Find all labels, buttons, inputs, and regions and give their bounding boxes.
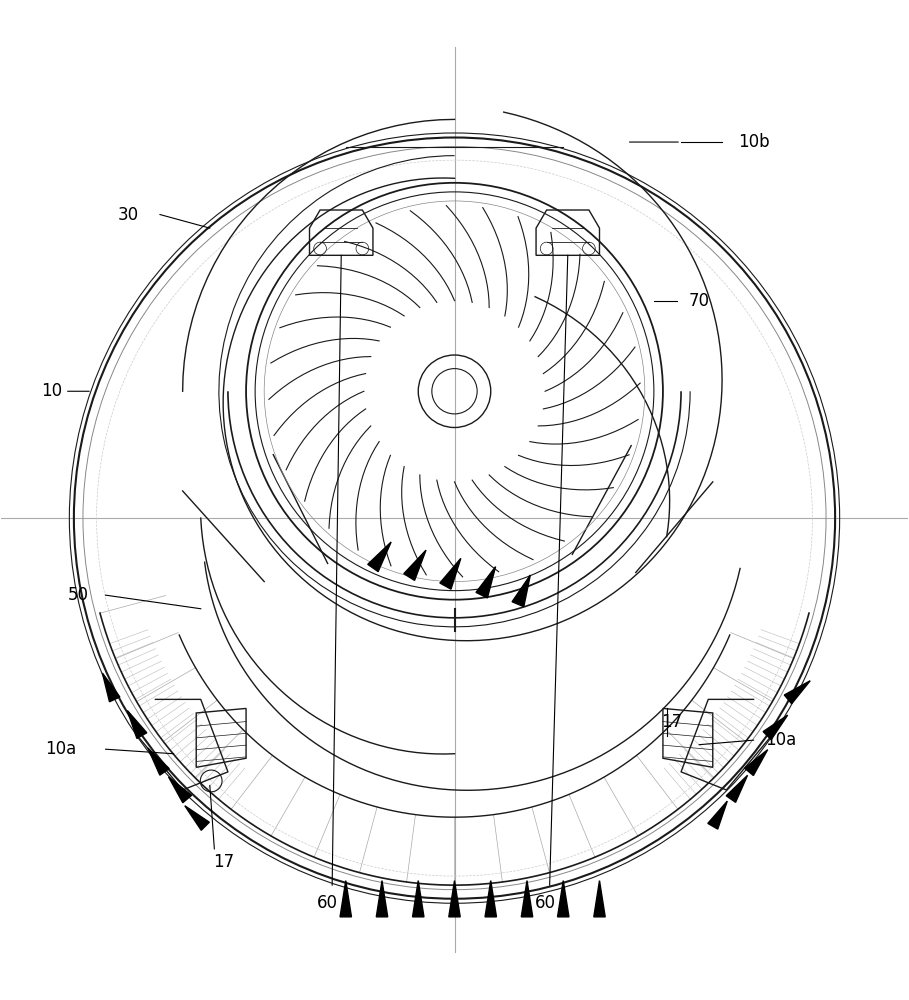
Polygon shape: [340, 881, 352, 917]
Polygon shape: [764, 715, 788, 740]
Text: 70: 70: [689, 292, 710, 310]
Polygon shape: [485, 881, 496, 917]
Text: 30: 30: [117, 206, 139, 224]
Polygon shape: [127, 711, 146, 738]
Polygon shape: [512, 575, 530, 607]
Text: 10a: 10a: [45, 740, 76, 758]
Polygon shape: [521, 881, 533, 917]
Text: 10b: 10b: [738, 133, 769, 151]
Polygon shape: [476, 567, 495, 598]
Polygon shape: [784, 681, 810, 704]
Polygon shape: [594, 881, 605, 917]
Text: 60: 60: [534, 894, 555, 912]
Polygon shape: [168, 777, 192, 803]
Polygon shape: [368, 542, 391, 572]
Polygon shape: [413, 881, 424, 917]
Polygon shape: [103, 673, 120, 702]
Polygon shape: [185, 806, 209, 830]
Text: 50: 50: [68, 586, 89, 604]
Polygon shape: [557, 881, 569, 917]
Polygon shape: [449, 881, 460, 917]
Polygon shape: [708, 801, 727, 829]
Polygon shape: [440, 558, 461, 589]
Polygon shape: [376, 881, 388, 917]
Polygon shape: [744, 750, 768, 776]
Text: 17: 17: [213, 853, 234, 871]
Polygon shape: [726, 775, 747, 802]
Polygon shape: [148, 748, 169, 775]
Text: 10: 10: [41, 382, 62, 400]
Polygon shape: [404, 550, 426, 580]
Text: 17: 17: [662, 713, 683, 731]
Text: 10a: 10a: [765, 731, 796, 749]
Text: 60: 60: [317, 894, 338, 912]
